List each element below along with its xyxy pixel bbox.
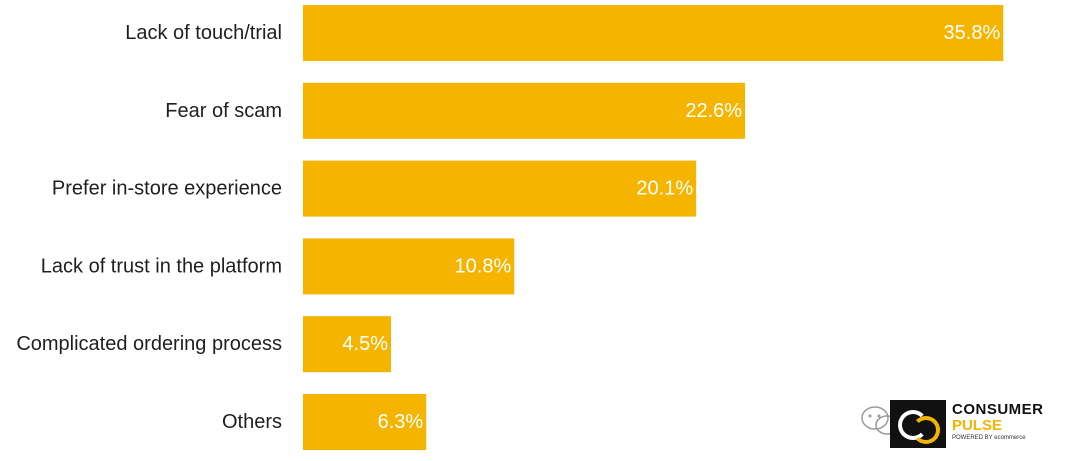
category-label-5: Others: [222, 411, 282, 433]
bar-3: [303, 238, 515, 295]
category-label-3: Lack of trust in the platform: [41, 255, 282, 277]
watermark-line2: PULSE: [952, 417, 1003, 434]
bar-1: [303, 82, 746, 139]
category-label-4: Complicated ordering process: [16, 333, 282, 355]
category-label-1: Fear of scam: [165, 100, 282, 122]
value-label-3: 10.8%: [455, 255, 512, 277]
bar-5: [303, 394, 427, 450]
bar-4: [303, 316, 392, 373]
value-label-1: 22.6%: [685, 100, 742, 122]
category-label-2: Prefer in-store experience: [52, 178, 282, 200]
value-label-2: 20.1%: [636, 178, 693, 200]
value-label-4: 4.5%: [342, 333, 388, 355]
value-label-5: 6.3%: [378, 411, 424, 433]
watermark-line3: POWERED BY ecommerce: [952, 435, 1026, 441]
consumer-pulse-badge: [890, 400, 946, 448]
watermark-line1: CONSUMER: [952, 401, 1044, 418]
category-label-0: Lack of touch/trial: [125, 22, 282, 44]
watermark-logo: CONSUMER PULSE POWERED BY ecommerce: [860, 400, 1060, 448]
watermark-text: CONSUMER PULSE POWERED BY ecommerce: [952, 402, 1060, 448]
value-label-0: 35.8%: [944, 22, 1001, 44]
bar-2: [303, 160, 697, 217]
bar-0: [303, 5, 1004, 61]
